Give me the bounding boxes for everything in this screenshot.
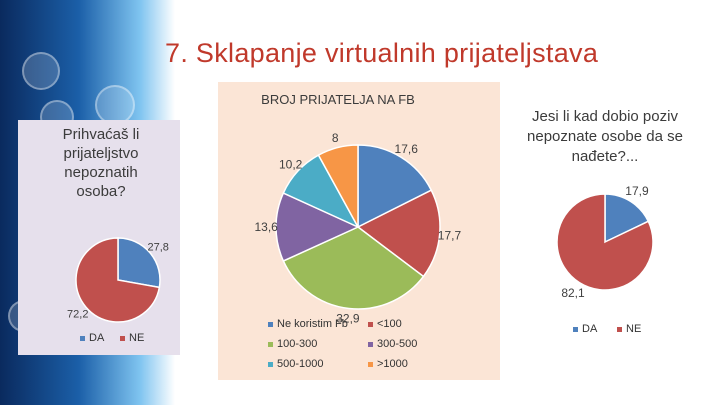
legend-item: 300-500 <box>368 338 417 350</box>
legend-label: DA <box>89 332 105 344</box>
pie-slice-2 <box>556 193 654 291</box>
data-label: 8 <box>332 131 339 145</box>
pie-slice-2 <box>75 237 161 323</box>
pie-chart: 17,6 17,7 32,9 13,6 10,2 8 <box>254 131 462 325</box>
legend-swatch <box>268 361 273 367</box>
legend-swatch <box>120 335 125 341</box>
legend-swatch <box>617 326 622 332</box>
legend-swatch <box>368 341 373 347</box>
legend-label: <100 <box>377 318 402 330</box>
data-label: 32,9 <box>336 311 360 325</box>
legend-swatch <box>368 321 373 327</box>
pie-slice-1 <box>357 144 433 229</box>
legend-item: NE <box>120 332 144 344</box>
legend-label: DA <box>582 323 598 335</box>
tv-icon <box>22 52 60 90</box>
legend-label: >1000 <box>377 358 408 370</box>
legend-swatch <box>268 341 273 347</box>
legend-item: >1000 <box>368 358 408 370</box>
chart-title: Jesi li kad dobio poziv nepoznate osobe … <box>527 108 683 165</box>
legend-swatch <box>368 361 373 367</box>
pie-slice-4 <box>275 192 360 262</box>
legend-swatch <box>80 335 85 341</box>
legend-label: 500-1000 <box>277 358 324 370</box>
legend-label: 100-300 <box>277 338 318 350</box>
legend-item: <100 <box>368 318 402 330</box>
data-label: 27,8 <box>148 241 169 253</box>
legend-label: Ne koristim Fb <box>277 318 348 330</box>
chart-title: BROJ PRIJATELJA NA FB <box>261 92 415 107</box>
legend-label: NE <box>626 323 642 335</box>
camera-icon <box>95 85 135 125</box>
legend-item: 100-300 <box>268 338 317 350</box>
pie-slice-1 <box>117 237 161 289</box>
legend-item: 500-1000 <box>268 358 324 370</box>
pie-chart: 27,8 72,2 <box>67 237 169 323</box>
data-label: 72,2 <box>67 309 88 321</box>
data-label: 10,2 <box>279 158 303 172</box>
legend-item: NE <box>617 323 641 335</box>
data-label: 13,6 <box>254 220 278 234</box>
data-label: 82,1 <box>561 286 585 300</box>
data-label: 17,6 <box>395 142 419 156</box>
slide-title: 7. Sklapanje virtualnih prijateljstava <box>165 38 599 68</box>
legend-item: DA <box>80 332 104 344</box>
chart-accept-friendship: Prihvaćaš li prijateljstvo nepoznatih os… <box>18 120 180 355</box>
legend-label: NE <box>129 332 145 344</box>
chart-title: Prihvaćaš li prijateljstvo nepoznatih os… <box>62 126 140 200</box>
pie-slice-1 <box>604 193 650 244</box>
pie-chart: 17,9 82,1 <box>556 184 654 300</box>
pie-slice-6 <box>317 144 359 228</box>
chart-meeting-invite: Jesi li kad dobio poziv nepoznate osobe … <box>505 105 705 345</box>
legend-item: DA <box>573 323 597 335</box>
chart-fb-friends: BROJ PRIJATELJA NA FB 17,6 17,7 32,9 13,6 10… <box>218 82 500 380</box>
pie-slice-2 <box>356 189 441 278</box>
legend-label: 300-500 <box>377 338 418 350</box>
legend-item: Ne koristim Fb <box>268 318 348 330</box>
legend-swatch <box>573 326 578 332</box>
data-label: 17,9 <box>625 184 649 198</box>
data-label: 17,7 <box>438 228 462 242</box>
legend-swatch <box>268 321 273 327</box>
pie-slice-3 <box>282 226 425 310</box>
